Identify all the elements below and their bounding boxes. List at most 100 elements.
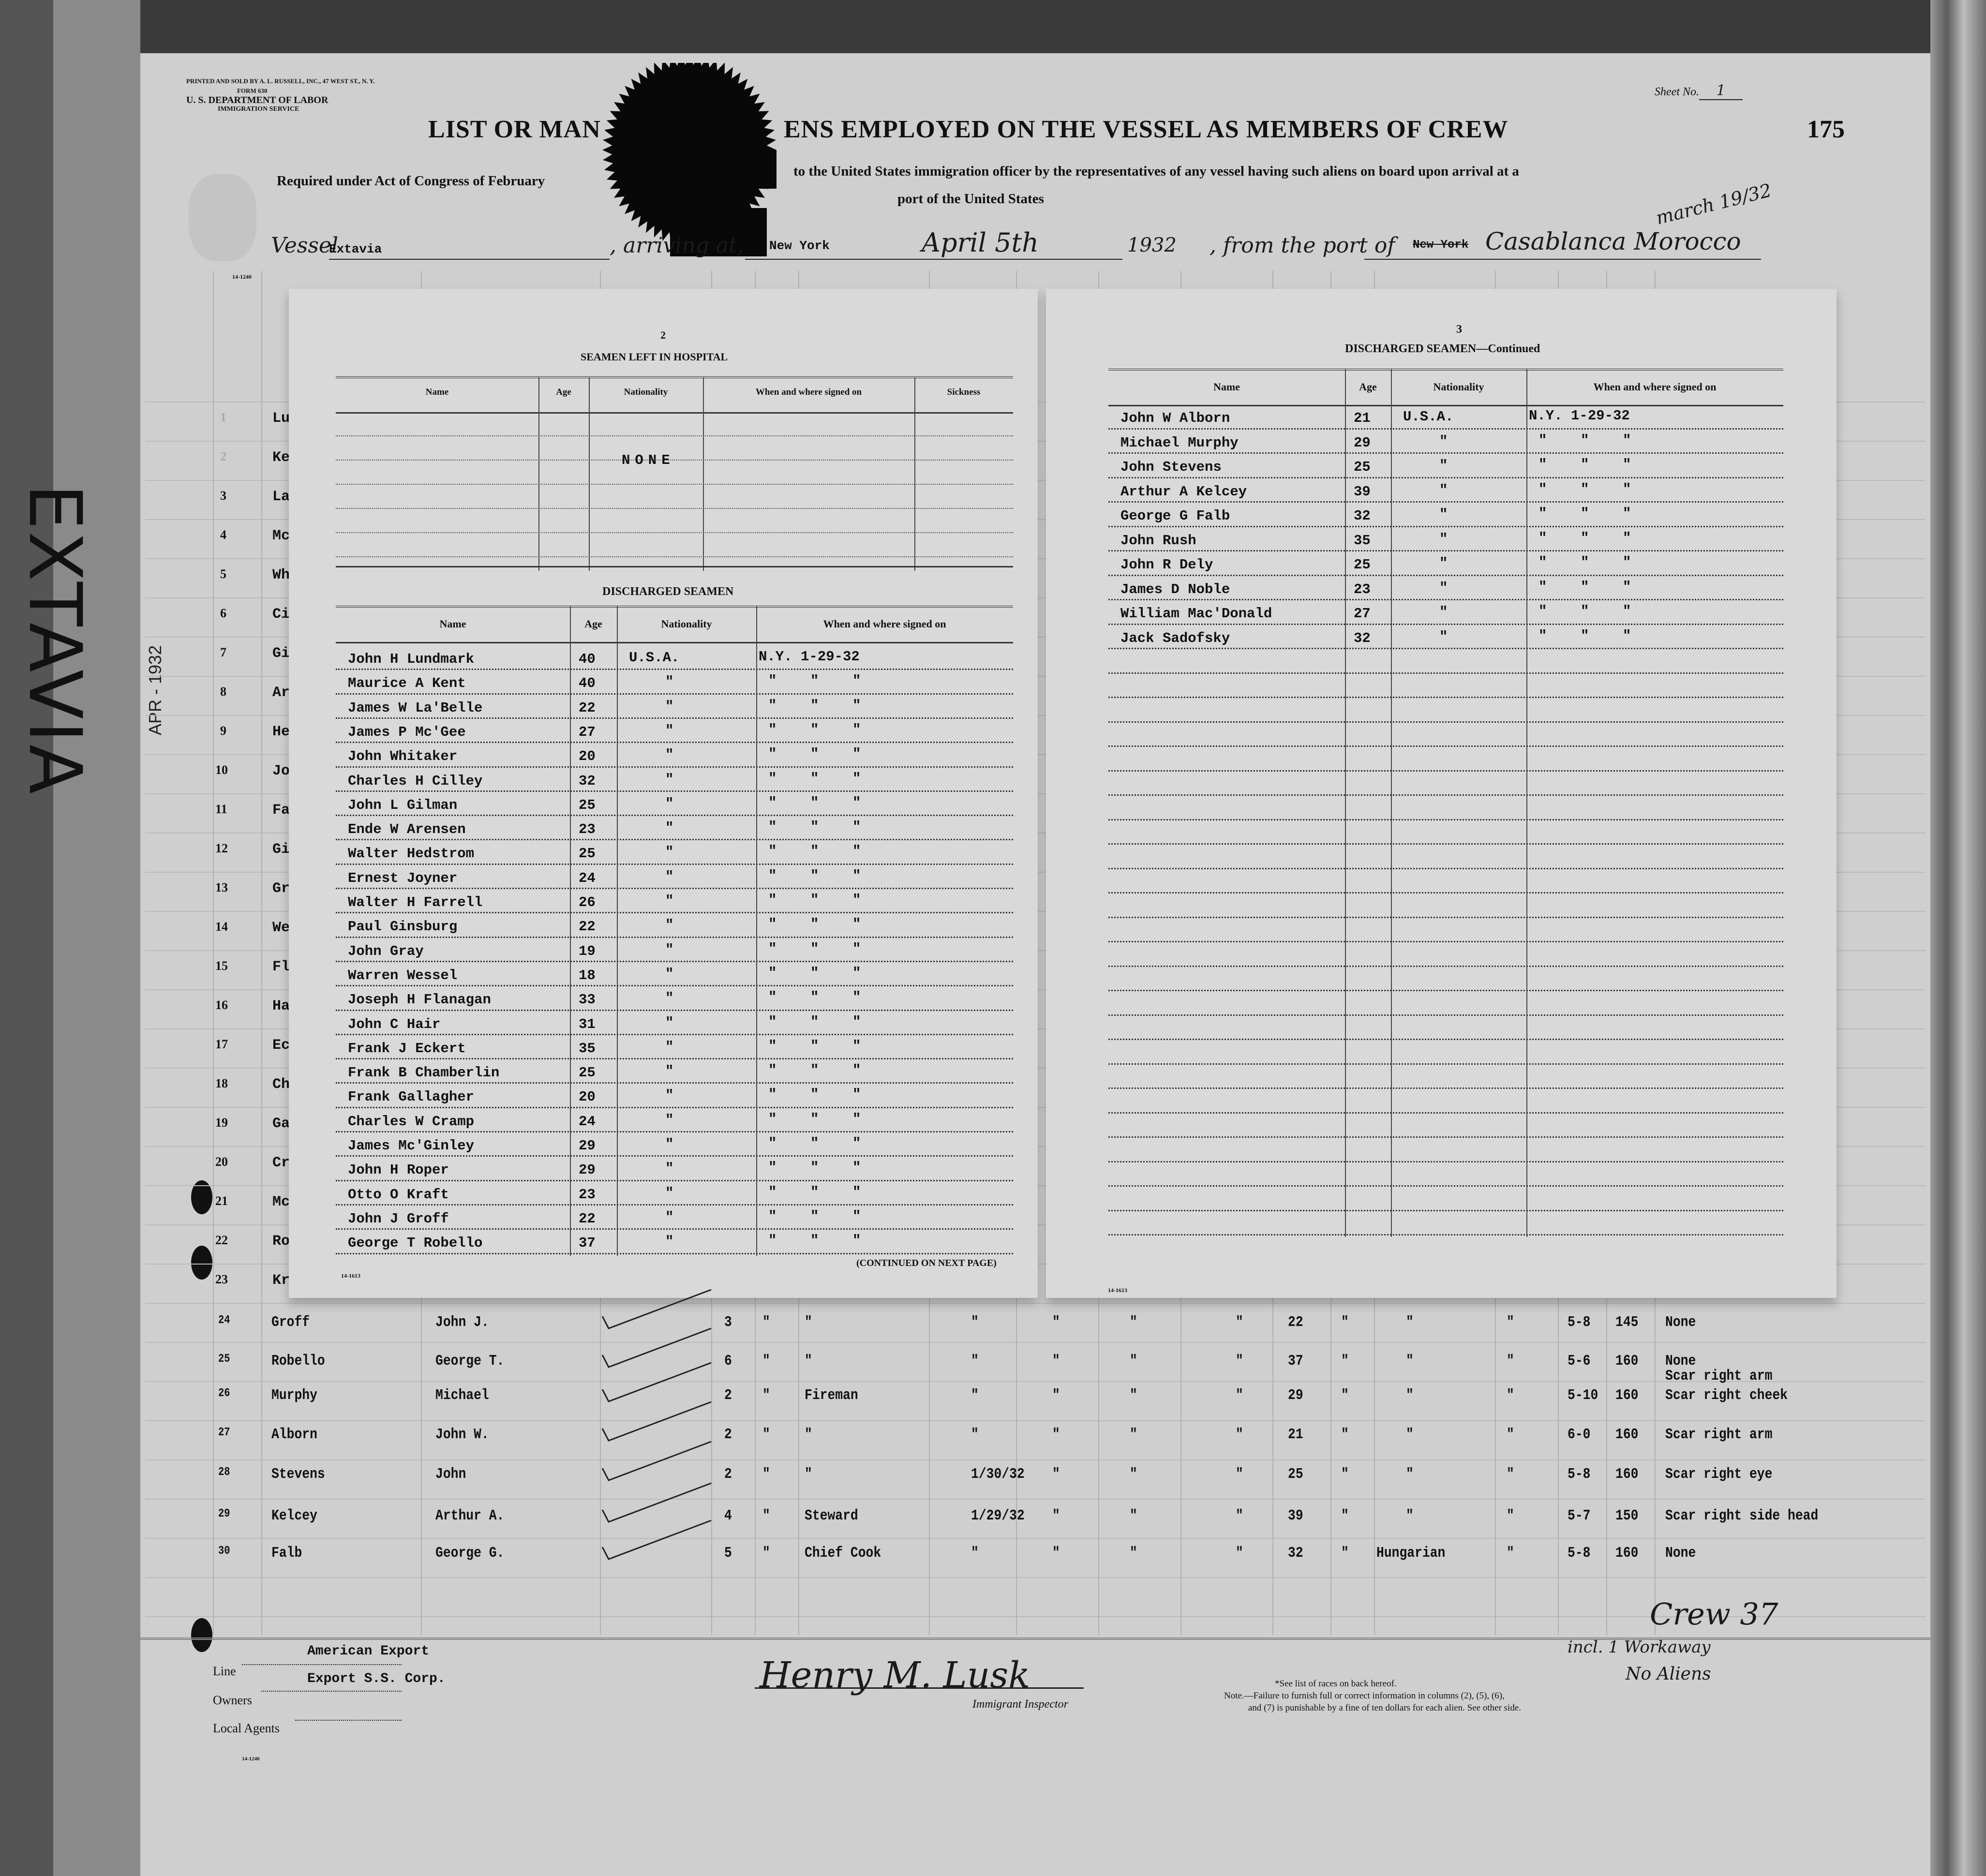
seaman-nationality: ": [665, 990, 674, 1007]
row-line: [336, 1204, 1013, 1206]
seaman-name: James P Mc'Gee: [348, 724, 466, 740]
seaman-name: John Gray: [348, 943, 424, 959]
seaman-age: 25: [579, 797, 596, 813]
row-line: [1108, 648, 1783, 649]
continued-section-number: 3: [1456, 323, 1462, 336]
row-line: [1108, 574, 1783, 576]
from-port-underline: [1364, 259, 1761, 260]
row-line: [1108, 501, 1783, 503]
column-divider: [617, 606, 618, 1256]
crew-marks: None: [1665, 1545, 1696, 1562]
row-line: [336, 1033, 1013, 1035]
row-line: [1108, 1234, 1783, 1236]
crew-weight: 160: [1615, 1387, 1639, 1404]
surname-fragment: Fa: [272, 802, 289, 819]
crew-class: 2: [724, 1466, 732, 1483]
row-number: 4: [220, 528, 226, 542]
ruled-line: [145, 1303, 1926, 1304]
attached-sheet-left: [289, 289, 1038, 1298]
seaman-signed-on: " " ": [768, 965, 861, 981]
hospital-section-title: SEAMEN LEFT IN HOSPITAL: [581, 351, 728, 363]
crew-d4: ": [1236, 1426, 1243, 1443]
title-left: LIST OR MAN: [428, 116, 601, 143]
surname-fragment: Mc: [272, 1194, 289, 1210]
surname-fragment: Ke: [272, 449, 289, 466]
seal-icon: [602, 63, 776, 256]
crew-class: 4: [724, 1507, 732, 1524]
subtitle-line2: port of the United States: [897, 191, 1044, 207]
row-line: [336, 985, 1013, 987]
owners-label: Owners: [213, 1693, 252, 1707]
signature-line: [755, 1687, 1084, 1689]
check-mark-icon: [601, 1482, 712, 1523]
crew-date: ": [971, 1314, 979, 1331]
surname-fragment: Cr: [272, 1155, 289, 1171]
seaman-name: James D Noble: [1120, 581, 1230, 597]
seaman-name: John W Alborn: [1120, 410, 1230, 426]
crew-marks: Scar right arm: [1665, 1426, 1773, 1443]
line-value: American Export: [307, 1644, 430, 1659]
form-code: 14-1613: [341, 1272, 360, 1279]
printer-credit: PRINTED AND SOLD BY A. L. RUSSELL, INC.,…: [186, 77, 375, 85]
subtitle-right: to the United States immigration officer…: [793, 164, 1519, 179]
seaman-signed-on: " " ": [768, 697, 861, 714]
row-line: [336, 1106, 1013, 1108]
crew-occupation: Chief Cook: [805, 1545, 881, 1562]
penalty-note-1: Note.—Failure to furnish full or correct…: [1224, 1691, 1505, 1701]
vessel-name: Extavia: [329, 242, 382, 256]
seaman-age: 18: [579, 967, 596, 983]
row-line: [336, 1058, 1013, 1060]
crew-d6: ": [1507, 1545, 1514, 1562]
seaman-nationality: ": [665, 771, 674, 788]
row-line: [1108, 1039, 1783, 1040]
crew-given: John: [435, 1466, 466, 1483]
seaman-nationality: ": [1439, 531, 1448, 547]
seaman-signed-on: " " ": [768, 1087, 861, 1103]
surname-fragment: Gr: [272, 880, 289, 897]
column-header: When and where signed on: [755, 387, 862, 397]
races-note: *See list of races on back hereof.: [1275, 1679, 1397, 1689]
seaman-name: Frank Gallagher: [348, 1089, 475, 1105]
seaman-signed-on: " " ": [768, 1038, 861, 1054]
crew-d1: ": [762, 1507, 770, 1524]
form-code: 14-1240: [242, 1756, 260, 1762]
seaman-age: 29: [579, 1138, 596, 1154]
row-number: 15: [215, 959, 228, 973]
surname-fragment: Jo: [272, 763, 289, 779]
row-line: [336, 888, 1013, 889]
seaman-nationality: ": [665, 1136, 674, 1152]
surname-fragment: Ro: [272, 1233, 289, 1250]
crew-age: 29: [1288, 1387, 1303, 1404]
seaman-nationality: ": [665, 941, 674, 958]
seaman-nationality: ": [1439, 506, 1448, 522]
vessel-label: Vessel: [271, 233, 339, 258]
column-divider: [538, 377, 539, 571]
column-divider: [703, 377, 704, 571]
crew-weight: 160: [1615, 1466, 1639, 1483]
crew-marks: Scar right side head: [1665, 1507, 1819, 1524]
crew-d2: ": [1052, 1466, 1060, 1483]
seaman-name: John J Groff: [348, 1210, 449, 1227]
seaman-name: Jack Sadofsky: [1120, 630, 1230, 646]
row-line: [1108, 1112, 1783, 1114]
column-divider: [1345, 369, 1346, 1237]
row-line: [1108, 1136, 1783, 1138]
row-number: 8: [220, 685, 226, 699]
surname-fragment: Ga: [272, 1116, 289, 1132]
crew-nationality: ": [1406, 1387, 1414, 1404]
ruled-line: [145, 1499, 1926, 1500]
crew-d3: ": [1130, 1353, 1137, 1370]
crew-nationality: ": [1406, 1314, 1414, 1331]
row-number: 6: [220, 606, 226, 620]
check-mark-icon: [601, 1289, 712, 1329]
crew-date: ": [971, 1426, 979, 1443]
seaman-name: William Mac'Donald: [1120, 606, 1272, 622]
crew-d1: ": [762, 1353, 770, 1370]
crew-date: 1/29/32: [971, 1507, 1025, 1524]
surname-fragment: Fl: [272, 959, 289, 975]
row-number: 2: [220, 449, 226, 463]
signature-title: Immigrant Inspector: [972, 1698, 1068, 1711]
seaman-nationality: U.S.A.: [1403, 409, 1454, 425]
seaman-signed-on: " " ": [768, 794, 861, 811]
row-line: [1108, 1161, 1783, 1162]
